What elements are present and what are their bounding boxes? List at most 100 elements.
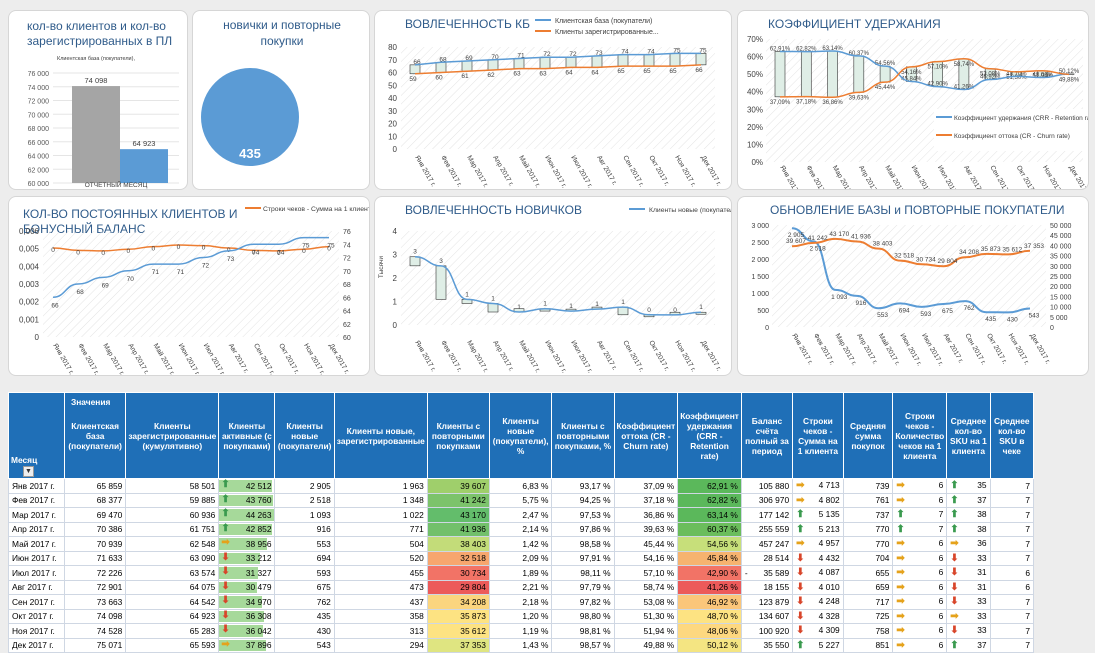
table-cell: 7 bbox=[989, 637, 1035, 653]
cell-value: 97,79 % bbox=[579, 582, 611, 593]
table-cell: 37,18 % bbox=[613, 492, 679, 508]
header-cell[interactable]: Строки чеков - Сумма на 1 клиента bbox=[792, 392, 844, 479]
cell-value: 97,91 % bbox=[579, 553, 611, 564]
table-cell: 1,89 % bbox=[488, 565, 553, 581]
cell-value: 71 633 bbox=[96, 553, 123, 564]
arrow-up-icon: ⬆ bbox=[950, 523, 959, 535]
data-label: 2 518 bbox=[809, 245, 826, 252]
header-cell[interactable]: Баланс счёта полный за период bbox=[740, 392, 794, 479]
x-tick-label: Авг 2017 г. bbox=[227, 343, 250, 375]
updown-bar bbox=[853, 55, 865, 93]
table-row[interactable]: Авг 2017 г. 72 901 64 075 ⬇ 30 479 675 473 29 8… bbox=[8, 579, 1035, 595]
header-cell[interactable]: Клиенты с повторными покупками bbox=[426, 392, 490, 479]
arrow-right-icon: ➡ bbox=[796, 494, 805, 506]
arrow-down-icon: ⬇ bbox=[950, 625, 959, 637]
arrow-right-icon: ➡ bbox=[896, 480, 905, 492]
arrow-down-icon: ⬇ bbox=[796, 625, 805, 637]
header-cell[interactable]: Коэффициент удержания (CRR - Retention r… bbox=[677, 392, 742, 479]
cell-value: 725 bbox=[875, 611, 890, 622]
cell-value: 35 612 bbox=[460, 625, 486, 636]
series-line-new-clients bbox=[791, 227, 1031, 314]
data-bar bbox=[219, 567, 258, 579]
x-tick-label: Апр 2017 г. bbox=[491, 155, 514, 188]
month-column-header[interactable]: Значения Месяц ▼ bbox=[8, 392, 110, 479]
table-row[interactable]: Дек 2017 г. 75 071 65 593 ➡ 37 896 543 294 37 3… bbox=[8, 637, 1035, 653]
table-cell: 916 bbox=[274, 521, 335, 537]
data-label: 1 bbox=[699, 304, 703, 311]
cell-value: 30 479 bbox=[245, 582, 272, 593]
x-tick-label: Июл 2017 г. bbox=[569, 340, 593, 375]
table-cell: ⬆ 7 bbox=[892, 521, 948, 537]
cell-value: 7 bbox=[1025, 495, 1030, 506]
table-cell: 6 bbox=[989, 565, 1035, 581]
header-cell[interactable]: Клиенты новые (покупатели) bbox=[274, 392, 335, 479]
table-row[interactable]: Апр 2017 г. 70 386 61 751 ⬆ 42 852 916 771 41 9… bbox=[8, 521, 1035, 537]
table-row[interactable]: Мар 2017 г. 69 470 60 936 ⬆ 44 263 1 093 1 022… bbox=[8, 507, 1035, 523]
table-cell: 54,56 % bbox=[677, 536, 742, 552]
chart-title: новички и повторные покупки bbox=[223, 18, 341, 48]
table-row[interactable]: Май 2017 г. 70 939 62 548 ➡ 38 956 553 504 38 4… bbox=[8, 536, 1035, 552]
y2-tick-label: 45 000 bbox=[1050, 233, 1072, 240]
table-cell: 543 bbox=[274, 637, 335, 653]
cell-value: 123 879 bbox=[758, 596, 790, 607]
active-clients-cell: ⬆ 44 263 bbox=[218, 507, 276, 523]
arrow-right-icon: ➡ bbox=[950, 610, 959, 622]
arrow-up-icon: ⬆ bbox=[221, 522, 230, 534]
y-tick-label: 20% bbox=[747, 123, 763, 132]
updown-bar bbox=[774, 51, 786, 98]
table-cell: 70 386 bbox=[63, 521, 127, 537]
table-row[interactable]: Июл 2017 г. 72 226 63 574 ⬇ 31 327 593 455 30 7… bbox=[8, 565, 1035, 581]
x-tick-label: Окт 2017 г. bbox=[1015, 165, 1038, 191]
data-label: 62,91% bbox=[770, 46, 791, 52]
header-cell[interactable]: Клиенты активные (с покупками) bbox=[218, 392, 276, 479]
x-tick-label: Ноя 2017 г. bbox=[1041, 165, 1065, 191]
table-row[interactable]: Фев 2017 г. 68 377 59 885 ⬆ 43 760 2 518 1 348… bbox=[8, 492, 1035, 508]
y-tick-label: 60 000 bbox=[28, 181, 50, 188]
table-cell: 45,84 % bbox=[677, 550, 742, 566]
arrow-down-icon: ⬇ bbox=[950, 596, 959, 608]
data-bar bbox=[219, 509, 275, 521]
updown-bar bbox=[669, 53, 681, 67]
active-clients-cell: ⬇ 36 308 bbox=[218, 608, 276, 624]
header-cell[interactable]: Клиенты с повторными покупками, % bbox=[551, 392, 615, 479]
table-cell: ➡ 6 bbox=[892, 579, 948, 595]
filter-dropdown-icon[interactable]: ▼ bbox=[23, 466, 34, 477]
data-label: 74 bbox=[647, 49, 655, 56]
table-row[interactable]: Янв 2017 г. 65 859 58 501 ⬆ 42 512 2 905 1 963… bbox=[8, 478, 1035, 494]
cell-value: 72 226 bbox=[96, 567, 123, 578]
cell-value: 35 bbox=[977, 480, 987, 491]
month-cell: Фев 2017 г. bbox=[8, 492, 65, 508]
cell-value: Июл 2017 г. bbox=[12, 567, 57, 578]
table-cell: ⬇ 31 bbox=[946, 579, 991, 595]
cell-value: 64 923 bbox=[189, 611, 216, 622]
table-row[interactable]: Сен 2017 г. 73 663 64 542 ⬇ 34 970 762 437 34 2… bbox=[8, 594, 1035, 610]
cell-value: 75 071 bbox=[96, 640, 123, 651]
table-cell: ⬇ 33 bbox=[946, 623, 991, 639]
header-cell[interactable]: Строки чеков - Количество чеков на 1 кли… bbox=[892, 392, 948, 479]
header-cell[interactable]: Клиенты зарегистрированные (кумулятивно) bbox=[125, 392, 220, 479]
month-cell: Июл 2017 г. bbox=[8, 565, 65, 581]
y-tick-label: 70 000 bbox=[28, 112, 50, 119]
data-label: 61 bbox=[461, 73, 469, 80]
header-cell[interactable]: Среднее кол-во SKU в чеке bbox=[989, 392, 1035, 479]
table-cell: - 35 589 bbox=[740, 565, 794, 581]
header-cell[interactable]: Коэффициент оттока (CR - Churn rate) bbox=[613, 392, 679, 479]
table-row[interactable]: Ноя 2017 г. 74 528 65 283 ⬇ 36 042 430 313 35 6… bbox=[8, 623, 1035, 639]
header-cell[interactable]: Средняя сумма покупок bbox=[842, 392, 894, 479]
table-cell: 2,47 % bbox=[488, 507, 553, 523]
cell-value: 520 bbox=[409, 553, 424, 564]
cell-value: 74 528 bbox=[96, 625, 123, 636]
data-label: 1 bbox=[517, 304, 521, 311]
cell-value: 33 bbox=[977, 552, 987, 563]
data-label: 74 bbox=[621, 49, 629, 56]
data-label: 75 bbox=[673, 47, 681, 54]
header-cell[interactable]: Клиентская база (покупатели) bbox=[63, 392, 127, 479]
header-cell[interactable]: Клиенты новые (покупатели), % bbox=[488, 392, 553, 479]
data-label: 39 607 bbox=[786, 238, 806, 245]
table-row[interactable]: Окт 2017 г. 74 098 64 923 ⬇ 36 308 435 358 35 8… bbox=[8, 608, 1035, 624]
header-cell[interactable]: Среднее кол-во SKU на 1 клиента bbox=[946, 392, 991, 479]
header-cell[interactable]: Клиенты новые, зарегистрированные bbox=[333, 392, 428, 479]
table-row[interactable]: Июн 2017 г. 71 633 63 090 ⬇ 33 212 694 520 32 5… bbox=[8, 550, 1035, 566]
data-label: 75 bbox=[699, 47, 707, 54]
cell-value: 98,81 % bbox=[579, 625, 611, 636]
